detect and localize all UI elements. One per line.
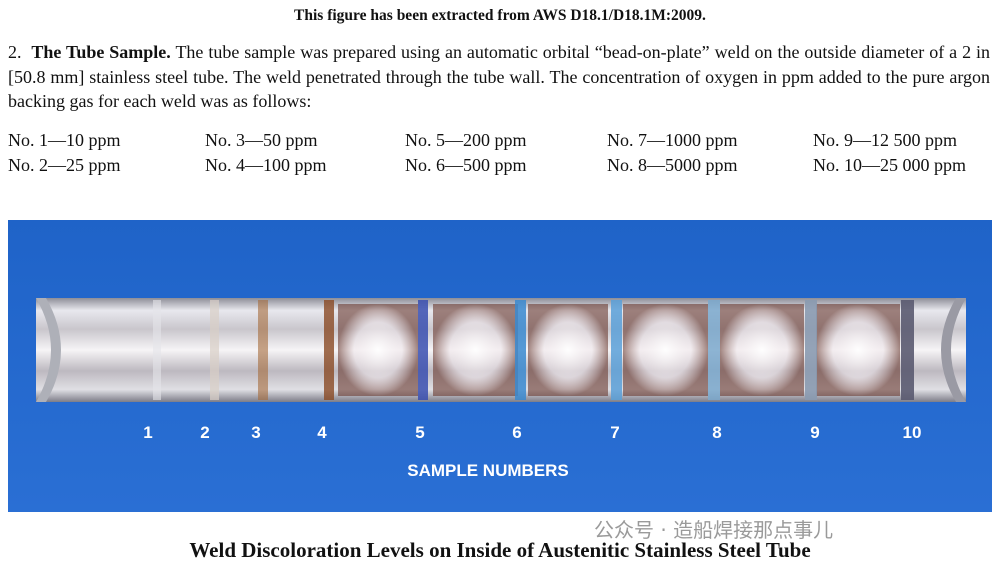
ppm-item: No. 2—25 ppm <box>8 154 121 175</box>
paragraph-lead: The Tube Sample. <box>31 42 171 62</box>
sample-label: 4 <box>317 423 327 442</box>
sample-label: 6 <box>512 423 521 442</box>
ppm-item: No. 5—200 ppm <box>405 130 527 150</box>
watermark: 公众号 · 造船焊接那点事儿 <box>594 518 834 542</box>
ppm-item: No. 6—500 ppm <box>405 154 527 175</box>
tube-end <box>36 298 61 402</box>
axis-label: SAMPLE NUMBERS <box>407 461 569 480</box>
ppm-item: No. 1—10 ppm <box>8 130 121 150</box>
sample-label: 8 <box>712 423 721 442</box>
ppm-item: No. 9—12 500 ppm <box>813 130 957 150</box>
sample-label: 1 <box>143 423 152 442</box>
sample-label: 7 <box>610 423 619 442</box>
paragraph-number: 2. <box>8 42 22 62</box>
header-title: This figure has been extracted from AWS … <box>294 7 706 24</box>
ppm-item: No. 4—100 ppm <box>205 154 327 175</box>
paragraph: 2. The Tube Sample. The tube sample was … <box>8 40 990 114</box>
tube-photo: 1 2 3 4 5 6 7 8 9 10 SAMPLE NUMBERS <box>8 220 992 512</box>
ppm-item: No. 10—25 000 ppm <box>813 154 966 175</box>
stain-zones <box>338 304 900 396</box>
sample-label: 5 <box>415 423 424 442</box>
ppm-item: No. 7—1000 ppm <box>607 130 738 150</box>
weld-rings <box>153 300 914 400</box>
sample-label: 3 <box>251 423 260 442</box>
paragraph-text: The tube sample was prepared using an au… <box>8 42 991 111</box>
sample-label: 2 <box>200 423 209 442</box>
caption: Weld Discoloration Levels on Inside of A… <box>189 538 811 562</box>
tube-end <box>941 298 966 402</box>
sample-label: 9 <box>810 423 819 442</box>
ppm-item: No. 3—50 ppm <box>205 130 318 150</box>
sample-label: 10 <box>903 423 922 442</box>
ppm-item: No. 8—5000 ppm <box>607 154 738 175</box>
